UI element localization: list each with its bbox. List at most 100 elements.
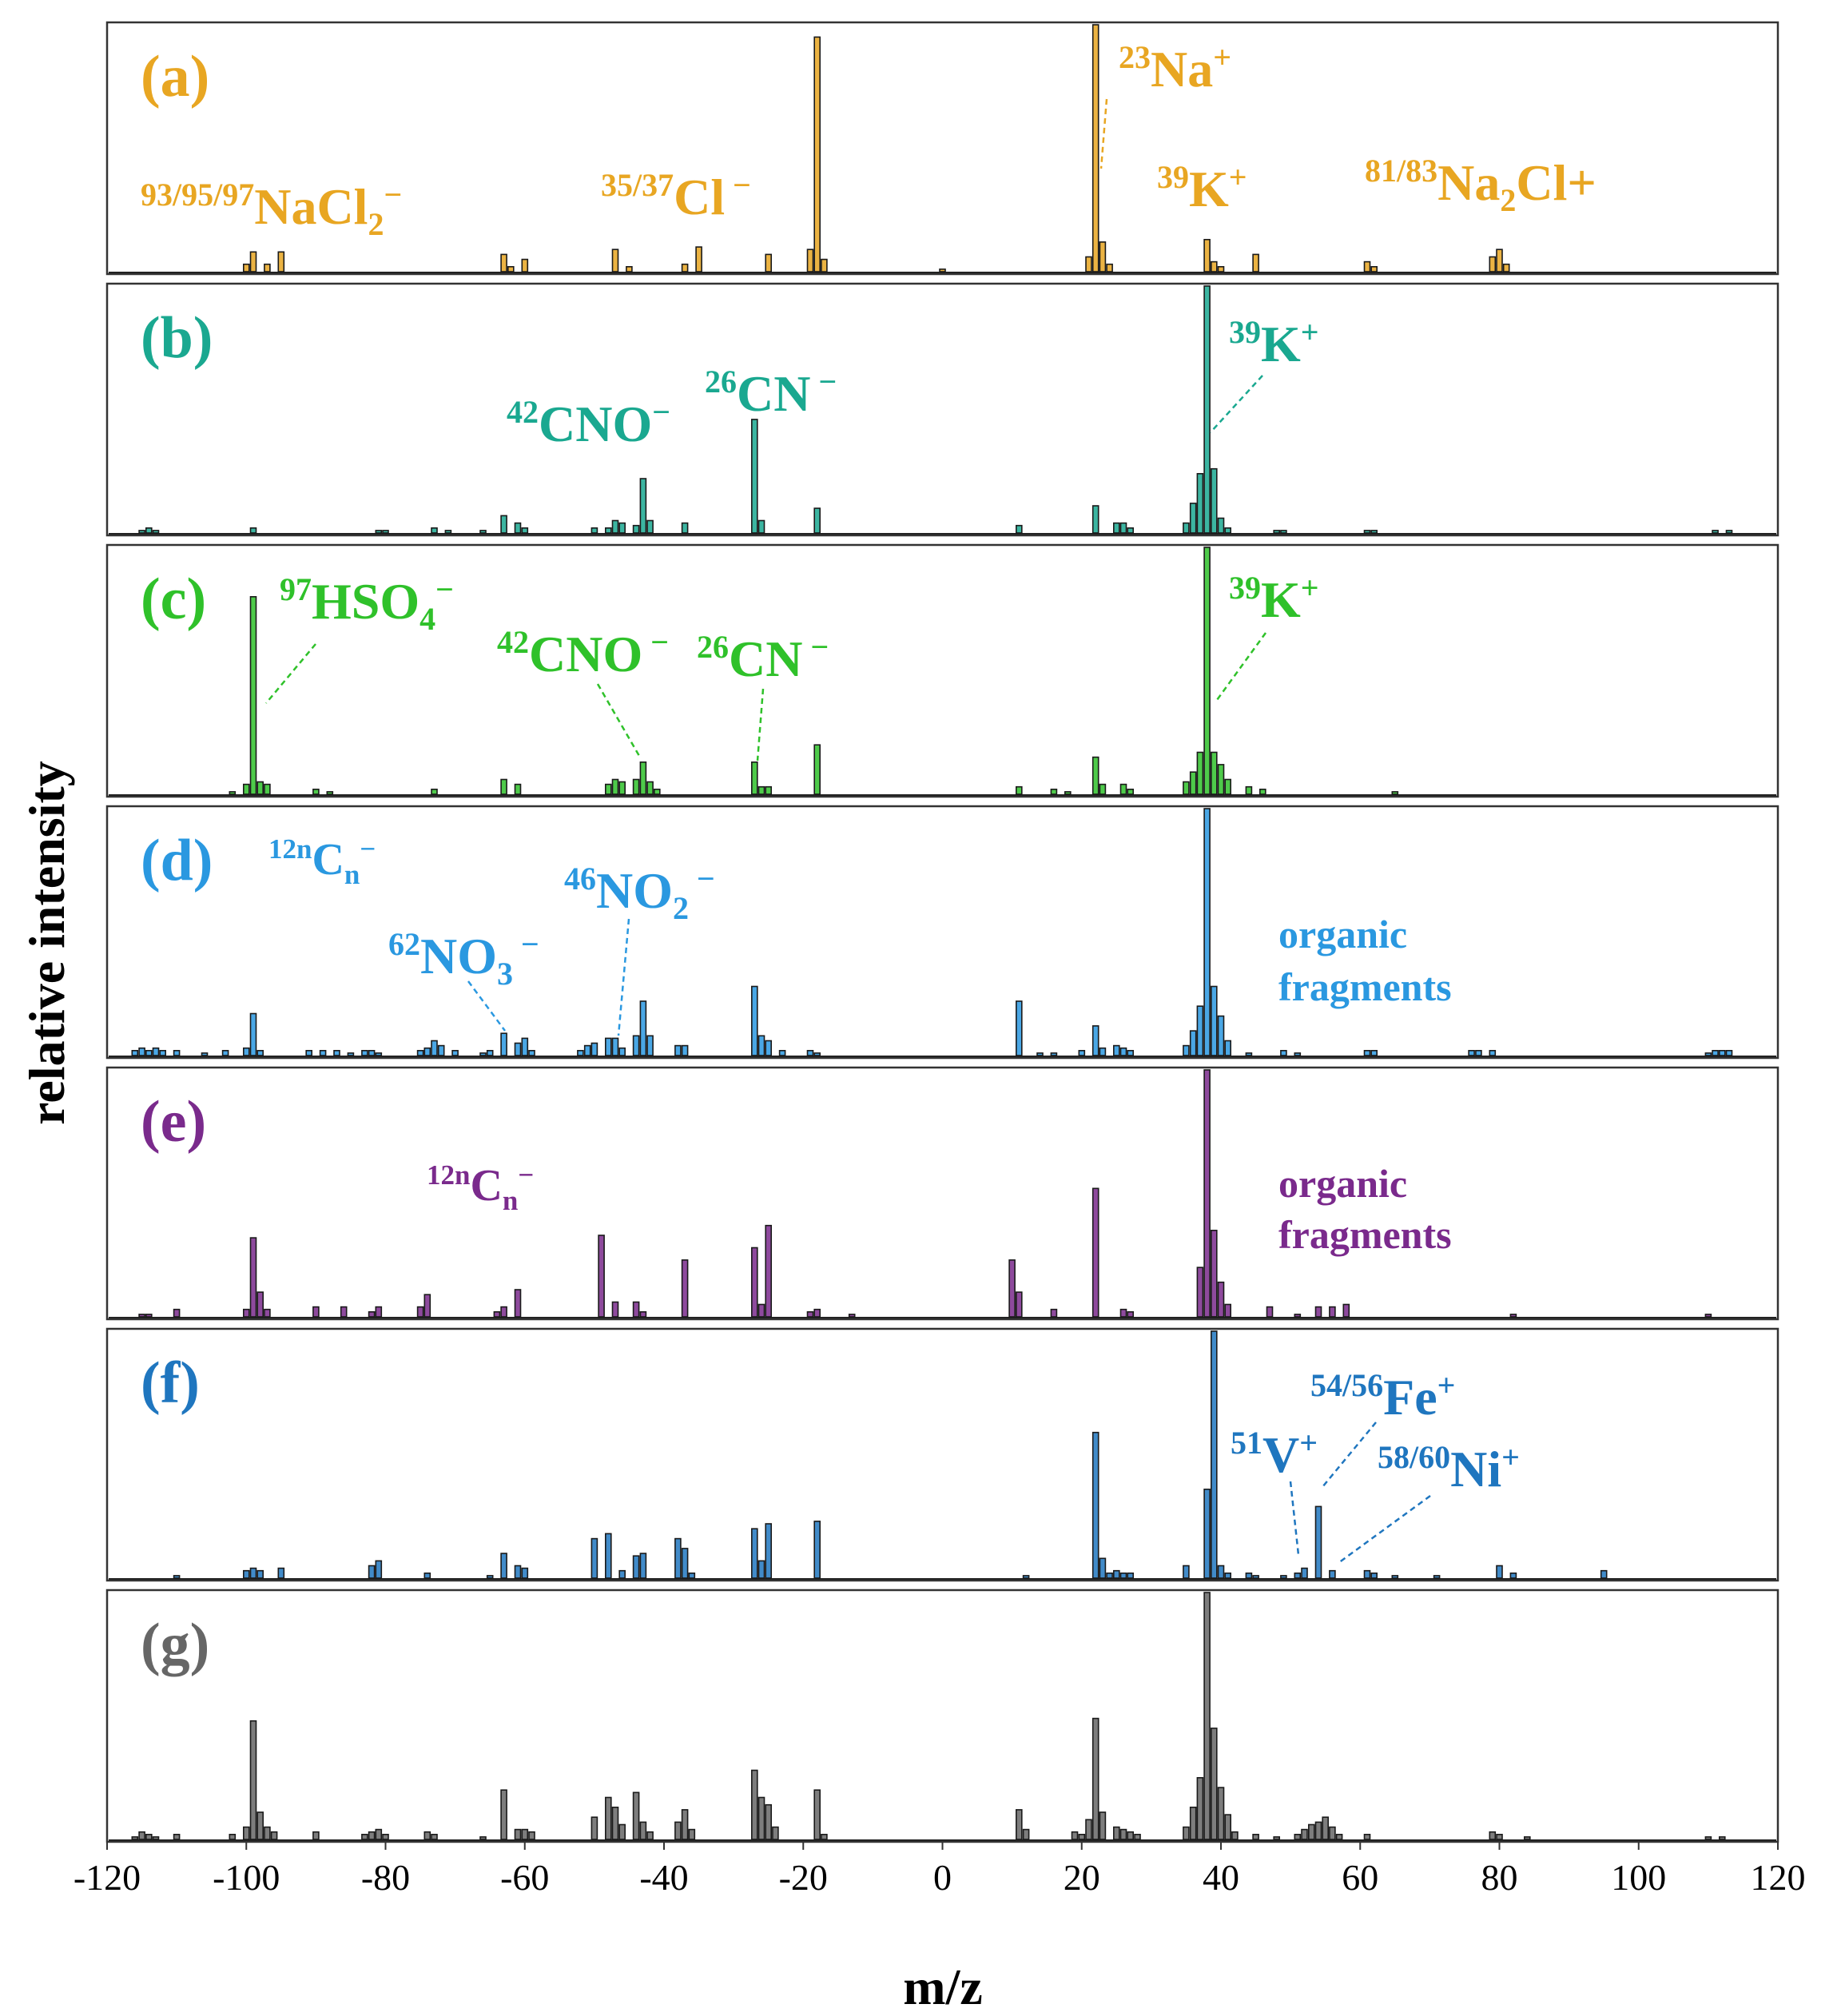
peak-bar [1078,1834,1086,1840]
peak-bar [145,527,153,534]
peak-bar [1127,788,1134,795]
peak-bar [1719,1836,1726,1840]
peak-bar [131,1050,139,1056]
peak-bar [1091,1717,1099,1840]
peak-bar [1127,1573,1134,1579]
x-axis-label: m/z [903,1958,983,2015]
x-tick-label: 60 [1342,1857,1378,1898]
peak-bar [1301,1567,1308,1579]
peak-bar [173,1308,181,1318]
peak-bar [618,1569,626,1579]
peak-bar [632,1035,640,1056]
x-tick-label: -120 [74,1857,141,1898]
leader-line [265,643,316,704]
peak-bar [375,1052,383,1056]
peak-bar [479,1052,487,1056]
peak-bar [611,1301,619,1318]
peak-bar [1099,241,1107,272]
peak-bar [375,1306,383,1318]
peak-bar [1134,1834,1141,1840]
peak-bar [521,258,529,272]
peak-bar [806,1311,814,1318]
peak-bar [1224,1814,1231,1840]
peak-annotation: 39K+ [1229,570,1319,628]
peak-bar [173,1050,181,1056]
peak-bar [1725,1050,1733,1056]
peak-bar [750,761,758,795]
peak-bar [632,1791,640,1840]
peak-bar [249,1720,257,1840]
leader-line [1322,1422,1377,1488]
peak-bar [1245,1052,1253,1056]
x-tick-label: 40 [1203,1857,1239,1898]
peak-bar [1391,1575,1399,1579]
peak-bar [1196,1777,1204,1840]
peak-bar [1245,785,1253,795]
peak-bar [1273,530,1280,534]
peak-bar [312,788,320,795]
peak-bar [242,1826,250,1840]
peak-bar [639,478,647,534]
peak-bar [674,1044,682,1056]
peak-bar [1022,1828,1030,1840]
x-axis: -120 -100 -80 -60 -40 -20 0 20 40 60 80 100 120 [74,1842,1806,1898]
peak-bar [1280,530,1287,534]
peak-bar [264,783,271,795]
peak-bar [632,778,640,795]
peak-bar [813,36,821,272]
peak-bar [757,1303,765,1318]
peak-bar [611,778,619,795]
peak-bar [1273,1836,1280,1840]
leader-line [617,918,630,1036]
peak-bar [1335,1834,1343,1840]
peak-bar [256,1291,264,1318]
peak-bar [500,1032,507,1056]
peak-bar [1016,524,1023,534]
peak-bar [1119,1573,1127,1579]
peak-bar [138,1831,145,1840]
peak-bar [1502,263,1510,272]
peak-bar [1496,1565,1503,1579]
peak-bar [1050,1308,1058,1318]
peak-bar [653,788,661,795]
peak-bar [1725,530,1733,534]
peak-bar [1217,517,1225,534]
peak-bar [277,1567,285,1579]
peak-bar [1119,783,1127,795]
peak-bar [173,1834,181,1840]
peak-bar [221,1050,229,1056]
peak-bar [1363,1834,1371,1840]
peak-bar [611,1807,619,1840]
peak-bar [1322,1816,1329,1840]
peak-bar [1489,1050,1497,1056]
peak-annotation: 54/56Fe+ [1310,1367,1455,1426]
peak-bar [201,1052,209,1056]
peak-bar [750,419,758,534]
peak-bar [674,1537,682,1579]
peak-bar [521,1828,529,1840]
peak-bar [486,1575,494,1579]
x-tick-label: -40 [639,1857,688,1898]
x-tick-label: 80 [1481,1857,1518,1898]
peak-bar [806,249,814,272]
peak-annotation: 97HSO4− [280,571,454,637]
peak-bar [145,1050,153,1056]
peak-bar [1211,1330,1218,1579]
peak-bar [646,1831,654,1840]
peak-bar [1203,808,1211,1056]
peak-bar [1704,1052,1712,1056]
peak-bar [375,1560,383,1579]
panel-b: (b) [105,282,1779,537]
peak-bar [639,1000,647,1056]
peak-bar [1475,1050,1482,1056]
panel-label: (b) [141,305,213,371]
peak-annotation: 81/83Na2Cl+ [1365,153,1596,218]
panel-label: (a) [141,44,209,109]
peak-bar [757,1035,765,1056]
peak-bar [639,1311,647,1318]
peak-bar [423,1047,431,1056]
peak-bar [138,530,145,534]
peak-bar [249,1012,257,1056]
peak-bar [646,519,654,534]
peak-annotation: 42CNO− [507,394,670,452]
